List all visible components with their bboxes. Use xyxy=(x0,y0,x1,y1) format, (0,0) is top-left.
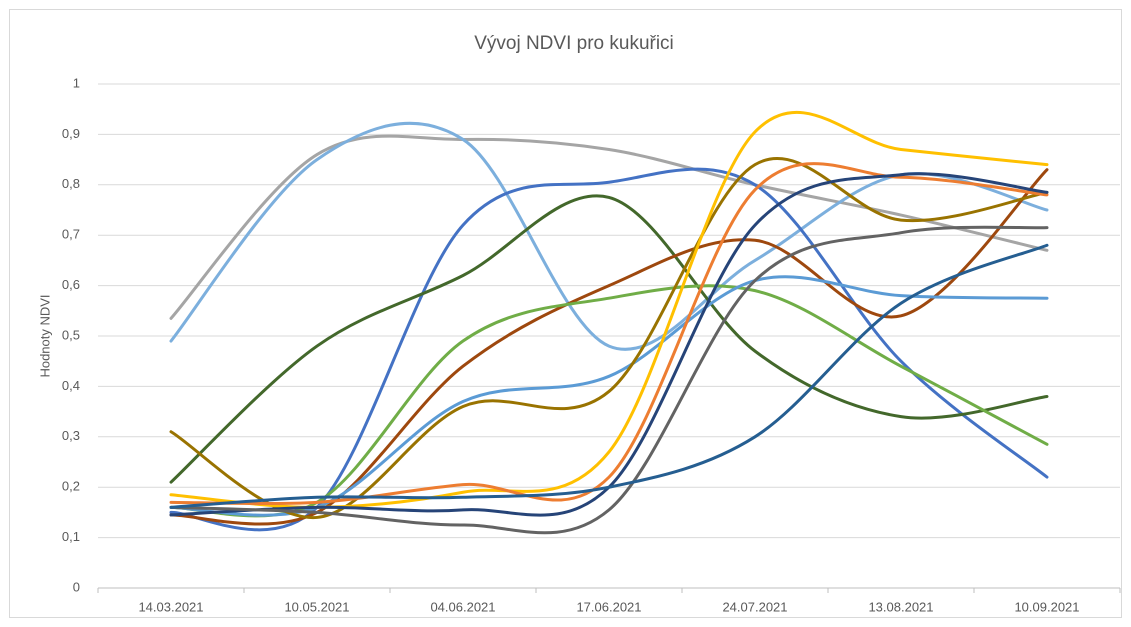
y-tick-label: 0,3 xyxy=(62,428,80,443)
x-tick-label: 13.08.2021 xyxy=(868,599,933,614)
series-line xyxy=(169,134,1049,320)
x-tick-label: 04.06.2021 xyxy=(430,599,495,614)
y-tick-label: 0 xyxy=(73,579,80,594)
y-tick-label: 0,1 xyxy=(62,529,80,544)
y-tick-label: 0,9 xyxy=(62,126,80,141)
x-tick-label: 10.09.2021 xyxy=(1014,599,1079,614)
series-line xyxy=(169,157,1049,519)
chart-title: Vývoj NDVI pro kukuřici xyxy=(474,33,674,54)
y-tick-label: 0,5 xyxy=(62,327,80,342)
series-line xyxy=(169,162,1049,506)
y-tick-label: 0,6 xyxy=(62,277,80,292)
x-tick-label: 10.05.2021 xyxy=(284,599,349,614)
y-axis-label: Hodnoty NDVI xyxy=(37,294,52,377)
x-tick-label: 14.03.2021 xyxy=(138,599,203,614)
x-tick-label: 17.06.2021 xyxy=(576,599,641,614)
x-tick-label: 24.07.2021 xyxy=(722,599,787,614)
y-tick-label: 0,8 xyxy=(62,176,80,191)
series-line xyxy=(169,243,1049,509)
series-line xyxy=(169,172,1049,517)
series-line xyxy=(169,225,1049,535)
y-tick-label: 1 xyxy=(73,75,80,90)
y-tick-label: 0,7 xyxy=(62,227,80,242)
y-tick-label: 0,2 xyxy=(62,479,80,494)
y-tick-label: 0,4 xyxy=(62,378,80,393)
series-line xyxy=(169,194,1049,484)
